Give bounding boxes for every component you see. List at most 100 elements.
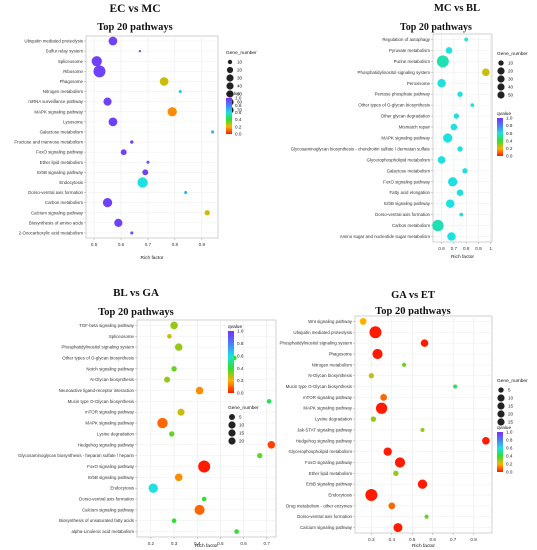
- data-point: [450, 123, 458, 131]
- data-point: [267, 440, 276, 449]
- data-point: [448, 177, 458, 187]
- size-legend-label: 15: [239, 431, 245, 436]
- data-point: [142, 169, 149, 176]
- y-tick-label: Mucin type O-Glycan biosynthesis: [68, 399, 135, 404]
- size-legend-dot: [497, 418, 505, 426]
- x-tick-label: 0.6: [118, 242, 125, 247]
- chart-subtitle: Top 20 pathways: [98, 307, 173, 318]
- color-legend-title: qvalue: [228, 324, 242, 330]
- color-legend-label: 0.0: [235, 132, 242, 137]
- size-legend-dot: [497, 91, 505, 99]
- size-legend-dot: [226, 66, 234, 74]
- data-point: [368, 372, 375, 379]
- y-tick-label: Purine metabolism: [394, 59, 431, 64]
- data-point: [164, 376, 171, 383]
- chart-panel-1: EC vs MC Top 20 pathways Ubiquitin mediate…: [14, 3, 257, 261]
- y-tick-label: MAPK signaling pathway: [85, 421, 134, 426]
- data-point: [171, 366, 177, 372]
- chart-title: BL vs GA: [113, 287, 159, 299]
- y-tick-label: Ether lipid metabolism: [40, 160, 84, 165]
- y-tick-label: N-Glycan biosynthesis: [90, 377, 134, 382]
- data-point: [369, 326, 382, 339]
- y-tick-label: Mucin type O-Glycan biosynthesis: [286, 384, 353, 389]
- y-tick-label: Phosphatidylinositol signaling system: [280, 341, 353, 346]
- data-point: [148, 483, 158, 493]
- data-point: [211, 130, 215, 134]
- color-legend-label: 0.4: [235, 117, 242, 122]
- color-legend-label: 1.0: [237, 329, 244, 334]
- data-point: [459, 212, 464, 217]
- plot-area: [85, 35, 219, 239]
- size-legend-dot: [226, 90, 234, 98]
- x-tick-label: 0.8: [463, 246, 470, 251]
- data-point: [157, 417, 168, 429]
- y-tick-label: Sulfur relay system: [46, 49, 84, 54]
- y-tick-label: Peroxisome: [407, 81, 431, 86]
- y-tick-label: N-Glycan biosynthesis: [308, 373, 352, 378]
- data-point: [447, 232, 456, 241]
- data-point: [93, 65, 106, 78]
- size-legend-label: 10: [239, 423, 245, 428]
- color-legend-label: 1.0: [506, 116, 513, 121]
- y-tick-label: FoxO signaling pathway: [305, 460, 353, 465]
- data-point: [372, 348, 383, 360]
- data-point: [169, 431, 175, 437]
- x-tick-label: 0.9: [199, 242, 206, 247]
- data-point: [456, 189, 464, 197]
- data-point: [178, 90, 182, 94]
- data-point: [171, 518, 177, 524]
- y-tick-label: Dorso-ventral axis formation: [297, 514, 352, 519]
- data-point: [470, 103, 475, 108]
- data-point: [198, 460, 211, 473]
- x-tick-label: 0.5: [409, 537, 416, 542]
- color-legend-label: 0.8: [506, 438, 513, 443]
- y-tick-label: FoxO signaling pathway: [383, 179, 431, 184]
- y-tick-label: Regulation of autophagy: [382, 37, 430, 42]
- size-legend-label: 10: [508, 61, 514, 66]
- size-legend-label: 60: [237, 100, 243, 105]
- chart-title: GA vs ET: [391, 290, 435, 301]
- data-point: [457, 91, 463, 97]
- y-tick-label: Carbon metabolism: [45, 200, 83, 205]
- y-tick-label: 2-Oxocarboxylic acid metabolism: [19, 230, 84, 235]
- size-legend-label: 70: [237, 108, 243, 113]
- x-tick-label: 0.2: [148, 541, 155, 546]
- y-tick-label: ErbB signaling pathway: [306, 482, 353, 487]
- color-legend-label: 0.6: [506, 446, 513, 451]
- color-legend-label: 1.0: [235, 96, 242, 101]
- data-point: [457, 146, 463, 152]
- size-legend-label: 10: [508, 396, 514, 401]
- chart-title: MC vs BL: [434, 3, 480, 14]
- y-tick-label: Amino sugar and nucleotide sugar metabol…: [340, 234, 431, 239]
- x-tick-label: 0.4: [194, 541, 201, 546]
- data-point: [137, 177, 148, 188]
- y-tick-label: Dorso-ventral axis formation: [79, 497, 134, 502]
- data-point: [103, 97, 112, 106]
- size-legend-label: 15: [508, 404, 514, 409]
- data-point: [167, 107, 177, 117]
- plot-area: [136, 319, 277, 538]
- data-point: [130, 231, 134, 235]
- data-point: [436, 55, 449, 68]
- y-tick-label: Calcium signaling pathway: [82, 507, 135, 512]
- x-axis-label: Rich factor: [195, 543, 218, 549]
- color-legend-label: 0.6: [237, 353, 244, 358]
- y-tick-label: Other glycan degradation: [381, 114, 431, 119]
- data-point: [114, 218, 123, 227]
- y-tick-label: Endocytosis: [110, 486, 134, 491]
- size-legend-label: 30: [237, 76, 243, 81]
- size-legend-label: 5: [508, 388, 511, 393]
- size-legend-label: 20: [508, 69, 514, 74]
- x-tick-label: 0.6: [438, 246, 445, 251]
- size-legend: Gene_number 5 10 15 20 25: [497, 378, 528, 426]
- y-tick-label: Nitrogen metabolism: [43, 89, 84, 94]
- data-point: [445, 47, 453, 54]
- y-tick-label: Dorso-ventral axis formation: [375, 212, 430, 217]
- x-tick-label: 0.8: [470, 537, 477, 542]
- color-legend-label: 0.2: [237, 378, 244, 383]
- y-tick-label: Lysine degradation: [315, 417, 352, 422]
- size-legend-label: 50: [508, 93, 514, 98]
